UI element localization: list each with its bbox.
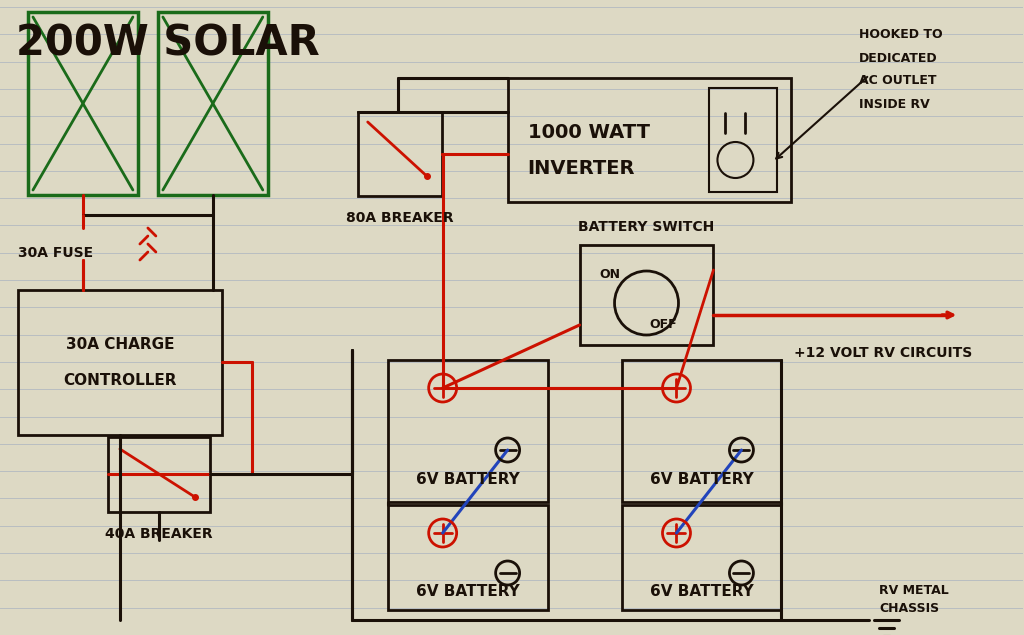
Text: 6V BATTERY: 6V BATTERY bbox=[416, 472, 519, 488]
Text: 6V BATTERY: 6V BATTERY bbox=[649, 584, 754, 599]
Text: CHASSIS: CHASSIS bbox=[880, 601, 939, 615]
Text: RV METAL: RV METAL bbox=[880, 584, 949, 596]
Bar bbox=[18, 290, 222, 435]
Bar bbox=[357, 112, 441, 196]
Bar bbox=[622, 360, 781, 502]
Text: 200W SOLAR: 200W SOLAR bbox=[16, 22, 319, 64]
Bar bbox=[108, 437, 210, 512]
Text: 1000 WATT: 1000 WATT bbox=[527, 123, 649, 142]
Text: 40A BREAKER: 40A BREAKER bbox=[105, 527, 213, 541]
Text: CONTROLLER: CONTROLLER bbox=[63, 373, 177, 388]
Text: 80A BREAKER: 80A BREAKER bbox=[346, 211, 454, 225]
Bar bbox=[622, 505, 781, 610]
Text: INSIDE RV: INSIDE RV bbox=[859, 98, 930, 110]
Bar bbox=[580, 245, 714, 345]
Bar bbox=[710, 88, 777, 192]
Bar bbox=[388, 360, 548, 502]
Text: INVERTER: INVERTER bbox=[527, 159, 635, 178]
Text: 30A FUSE: 30A FUSE bbox=[18, 246, 93, 260]
Bar bbox=[28, 12, 138, 195]
Text: 6V BATTERY: 6V BATTERY bbox=[416, 584, 519, 599]
Bar bbox=[158, 12, 268, 195]
Text: HOOKED TO: HOOKED TO bbox=[859, 29, 943, 41]
Text: +12 VOLT RV CIRCUITS: +12 VOLT RV CIRCUITS bbox=[795, 346, 973, 360]
Text: AC OUTLET: AC OUTLET bbox=[859, 74, 937, 88]
Text: OFF: OFF bbox=[649, 319, 677, 331]
Text: 6V BATTERY: 6V BATTERY bbox=[649, 472, 754, 488]
Text: DEDICATED: DEDICATED bbox=[859, 51, 938, 65]
Text: ON: ON bbox=[599, 269, 621, 281]
Text: 30A CHARGE: 30A CHARGE bbox=[66, 337, 174, 352]
Bar bbox=[388, 505, 548, 610]
Bar bbox=[508, 78, 792, 202]
Text: BATTERY SWITCH: BATTERY SWITCH bbox=[579, 220, 715, 234]
